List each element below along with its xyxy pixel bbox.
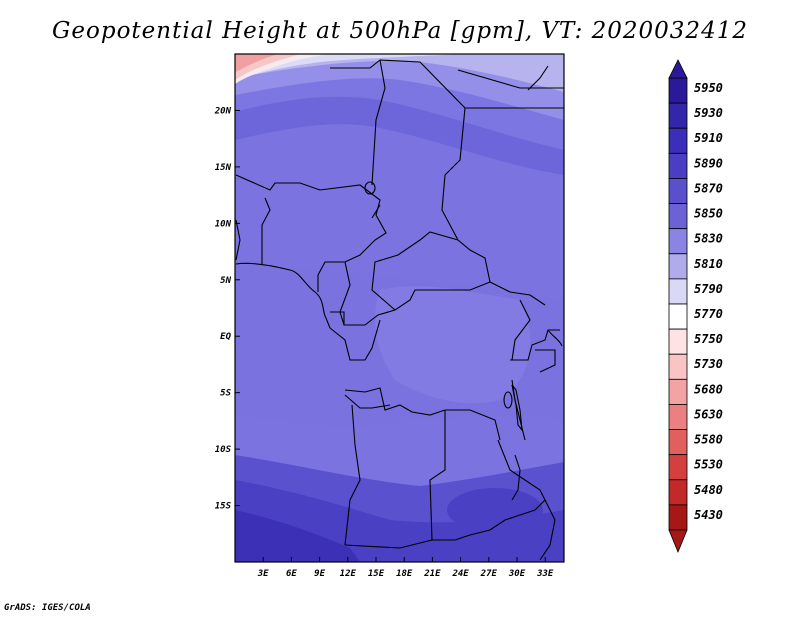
colorbar-segment (668, 253, 688, 280)
band-5910-south (447, 488, 543, 532)
y-tick-label: 10N (215, 219, 232, 229)
colorbar-label: 5680 (694, 382, 723, 396)
band-congo (375, 286, 531, 404)
colorbar-label: 5770 (694, 307, 723, 321)
colorbar-label: 5850 (694, 207, 723, 221)
colorbar-label: 5950 (694, 81, 723, 95)
colorbar-segment (668, 152, 688, 179)
x-tick-label: 6E (286, 569, 297, 579)
colorbar-segment (668, 328, 688, 355)
colorbar-label: 5580 (694, 433, 723, 447)
colorbar-label: 5910 (694, 131, 723, 145)
x-tick-label: 3E (257, 569, 269, 579)
credit-text: GrADS: IGES/COLA (4, 603, 91, 613)
colorbar-label: 5790 (694, 282, 723, 296)
y-tick-label: 5N (220, 276, 231, 286)
colorbar-segment (668, 429, 688, 456)
y-axis: 20N 15N 10N 5N EQ 5S 10S 15S (214, 106, 240, 512)
colorbar-segment (668, 77, 688, 104)
band-5930 (235, 510, 360, 562)
colorbar-segment (668, 203, 688, 230)
colorbar: 5950 5930 5910 5890 5870 5850 5830 5810 5790 5770… (668, 59, 723, 554)
colorbar-top-arrow (668, 59, 688, 79)
y-tick-label: 15S (215, 502, 232, 512)
colorbar-label: 5430 (694, 508, 723, 522)
colorbar-segment (668, 102, 688, 129)
x-tick-label: 12E (340, 569, 357, 579)
colorbar-segment (668, 178, 688, 204)
y-tick-label: 15N (215, 163, 232, 173)
colorbar-label: 5530 (694, 458, 723, 472)
colorbar-label: 5890 (694, 156, 723, 170)
colorbar-segment (668, 479, 688, 506)
map-frame (234, 53, 565, 563)
colorbar-segment (668, 127, 688, 154)
x-tick-label: 33E (536, 569, 554, 579)
colorbar-segment (668, 228, 688, 255)
colorbar-label: 5810 (694, 257, 723, 271)
x-tick-label: 15E (368, 569, 385, 579)
colorbar-segment (668, 278, 688, 305)
x-tick-label: 18E (396, 569, 413, 579)
x-tick-label: 21E (423, 569, 441, 579)
colorbar-segment (668, 353, 688, 380)
y-tick-label: 20N (214, 106, 232, 116)
colorbar-segment (668, 504, 688, 531)
colorbar-label: 5930 (694, 106, 723, 120)
map-area (235, 54, 564, 562)
x-tick-label: 27E (480, 569, 498, 579)
colorbar-label: 5870 (694, 181, 723, 195)
colorbar-label: 5830 (694, 232, 723, 246)
y-tick-label: EQ (220, 332, 231, 342)
y-tick-label: 5S (220, 389, 231, 399)
colorbar-label: 5480 (694, 483, 723, 497)
band-5810 (235, 54, 564, 92)
colorbar-segment (668, 454, 688, 481)
colorbar-segment (668, 378, 688, 405)
x-tick-label: 30E (508, 569, 526, 579)
x-tick-label: 9E (314, 569, 325, 579)
x-axis: 3E 6E 9E 12E 15E 18E 21E 24E 27E 30E 33E (257, 557, 554, 579)
colorbar-bottom-arrow (668, 529, 688, 554)
colorbar-label: 5630 (694, 407, 723, 421)
band-5730 (235, 54, 278, 72)
chart-title: Geopotential Height at 500hPa [gpm], VT:… (52, 18, 748, 44)
colorbar-segment (668, 404, 688, 430)
colorbar-label: 5750 (694, 332, 723, 346)
red-sea-coast (527, 65, 549, 91)
colorbar-segment (668, 303, 688, 330)
colorbar-label: 5730 (694, 357, 723, 371)
lakes (364, 181, 563, 501)
y-tick-label: 10S (215, 445, 232, 455)
x-tick-label: 24E (451, 569, 469, 579)
